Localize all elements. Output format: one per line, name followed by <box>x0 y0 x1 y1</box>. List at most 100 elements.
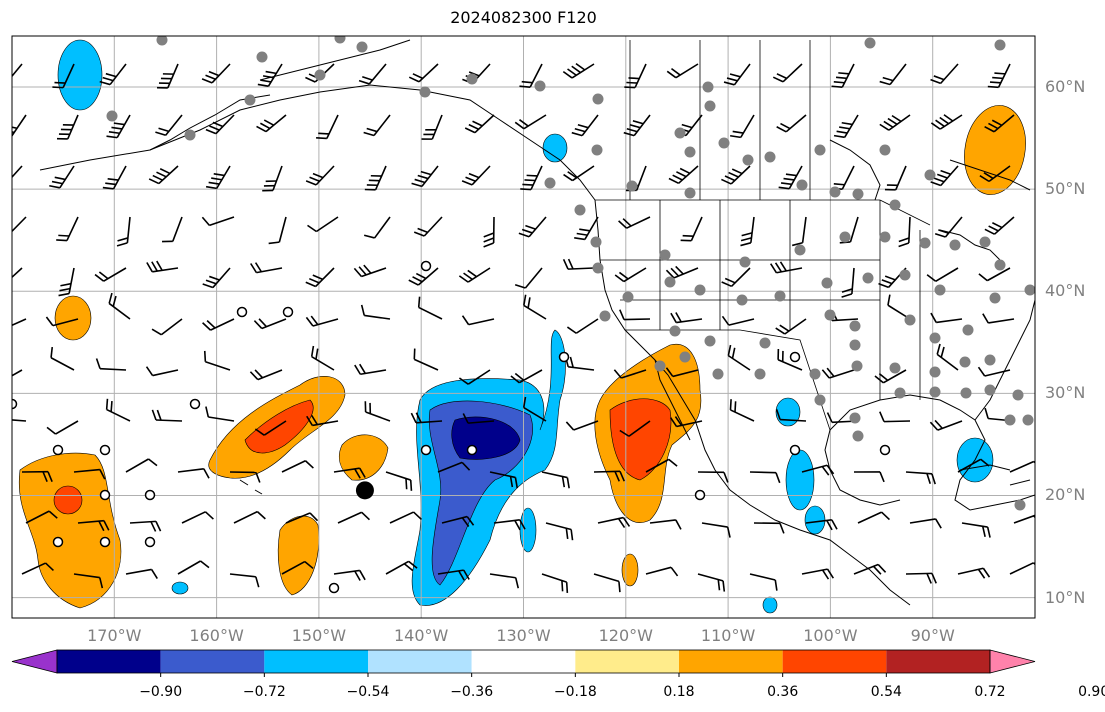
longitude-label: 150°W <box>291 626 347 645</box>
wind-barb <box>307 216 339 233</box>
wind-barb <box>541 471 570 489</box>
station-marker <box>984 354 996 366</box>
wind-barb <box>21 470 53 483</box>
map-frame <box>11 35 1036 619</box>
wind-barb <box>522 396 547 422</box>
station-marker <box>1012 389 1024 401</box>
wind-barb <box>879 63 907 86</box>
wind-barb <box>801 464 835 476</box>
calm-marker <box>466 444 478 456</box>
wind-barb <box>982 313 1015 324</box>
calm-marker <box>52 536 64 548</box>
station-marker <box>754 368 766 380</box>
station-marker <box>960 387 972 399</box>
wind-barb <box>978 267 1011 282</box>
wind-barb <box>155 114 183 137</box>
calm-marker <box>189 398 201 410</box>
wind-barb <box>753 522 785 534</box>
colorbar-tick-label: 0.72 <box>974 684 1006 700</box>
wind-barb <box>58 267 75 297</box>
wind-barb <box>306 414 339 427</box>
wind-barb <box>619 309 651 321</box>
station-marker <box>592 93 604 105</box>
wind-barb <box>262 165 283 192</box>
wind-barb <box>697 573 726 592</box>
calm-marker <box>236 306 248 318</box>
coastline <box>949 159 1031 191</box>
wind-barb <box>49 165 75 189</box>
station-marker <box>574 204 586 216</box>
station-marker <box>591 144 603 156</box>
longitude-label: 140°W <box>394 626 449 645</box>
longitude-label: 130°W <box>496 626 551 645</box>
wind-barb <box>201 63 231 84</box>
wind-barb <box>776 114 807 133</box>
wind-barb <box>56 114 79 140</box>
wind-barb <box>979 165 1011 183</box>
wind-barb <box>108 292 131 320</box>
wind-barb <box>483 216 495 248</box>
coastline <box>39 84 596 201</box>
positive-anomaly-region <box>964 105 1026 195</box>
wind-barb <box>205 114 235 135</box>
calm-marker <box>789 351 801 363</box>
calm-marker <box>420 260 432 272</box>
wind-barb <box>441 515 475 527</box>
longitude-label: 90°W <box>910 626 955 645</box>
colorbar-segment <box>471 650 576 673</box>
station-marker <box>814 144 826 156</box>
wind-barb <box>50 346 75 371</box>
wind-barb <box>358 63 387 85</box>
wind-barb <box>229 573 260 588</box>
calm-marker <box>144 489 156 501</box>
wind-barb <box>102 165 127 190</box>
wind-barb <box>310 345 335 371</box>
wind-barb <box>668 165 699 185</box>
wind-barb <box>749 573 778 591</box>
station-marker <box>794 244 806 256</box>
wind-barb <box>205 406 235 422</box>
station-marker <box>626 180 638 192</box>
wind-barb <box>177 468 210 479</box>
wind-barb <box>831 63 855 89</box>
wind-barb <box>99 63 127 86</box>
negative-anomaly-region <box>804 505 826 535</box>
colorbar-segment <box>575 650 679 673</box>
station-marker <box>894 387 906 399</box>
wind-barb <box>202 267 231 289</box>
wind-barb <box>413 348 439 371</box>
station-marker <box>994 39 1006 51</box>
wind-barb <box>905 572 937 584</box>
wind-barb <box>987 63 1011 89</box>
wind-barb <box>385 471 413 491</box>
colorbar-segment <box>679 650 783 673</box>
coastline <box>829 139 881 201</box>
colorbar-segment <box>368 650 472 673</box>
wind-barb <box>52 63 75 89</box>
wind-barb <box>801 568 835 580</box>
positive-anomaly-region <box>53 485 83 515</box>
station-marker <box>879 231 891 243</box>
calm-marker <box>144 536 156 548</box>
wind-barb <box>984 216 1015 235</box>
station-marker <box>702 81 714 93</box>
wind-barb <box>666 63 699 79</box>
wind-barb <box>879 114 911 131</box>
wind-barb <box>146 260 179 273</box>
wind-barb <box>721 267 751 288</box>
wind-barb <box>151 318 183 336</box>
calm-marker <box>99 489 111 501</box>
wind-barb <box>45 316 79 327</box>
wind-barb <box>645 566 679 577</box>
wind-barb <box>389 511 422 524</box>
station-marker <box>889 362 901 374</box>
wind-barb <box>410 412 443 424</box>
station-marker <box>736 294 748 306</box>
wind-barb <box>285 512 319 524</box>
station-marker <box>862 272 874 284</box>
wind-barb <box>12 369 23 384</box>
wind-barb <box>489 471 519 489</box>
wind-barb <box>233 510 266 524</box>
positive-anomaly-region <box>54 295 92 341</box>
wind-barb <box>566 318 599 334</box>
